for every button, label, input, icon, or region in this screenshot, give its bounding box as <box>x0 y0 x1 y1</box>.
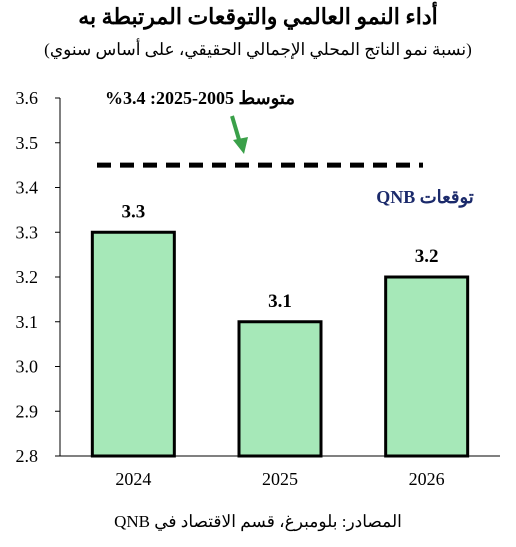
y-tick-label: 3.2 <box>16 267 39 287</box>
x-axis-categories: 2024 2025 2026 <box>115 469 444 489</box>
y-tick-label: 2.9 <box>16 401 39 421</box>
y-tick-label: 3.5 <box>16 133 39 153</box>
chart-title: أداء النمو العالمي والتوقعات المرتبطة به <box>78 4 438 29</box>
y-tick-label: 3.4 <box>16 178 39 198</box>
bar-2026 <box>384 275 470 458</box>
bar-2024 <box>90 230 176 458</box>
average-label: متوسط 2005-2025: 3.4% <box>105 88 295 109</box>
forecast-label: توقعات QNB <box>376 187 474 208</box>
value-labels: 3.3 3.1 3.2 <box>121 201 438 312</box>
x-category-2026: 2026 <box>409 469 445 489</box>
y-tick-label: 3.6 <box>16 88 39 108</box>
y-tick-label: 3.3 <box>16 222 39 242</box>
arrow-shaft <box>230 115 242 144</box>
source-note: المصادر: بلومبرغ، قسم الاقتصاد في QNB <box>114 512 402 531</box>
value-label-2026: 3.2 <box>415 246 439 267</box>
x-category-2025: 2025 <box>262 469 298 489</box>
value-label-2024: 3.3 <box>121 201 145 222</box>
bar-2025 <box>237 320 323 458</box>
down-arrow-icon <box>230 115 248 154</box>
bars <box>90 230 470 458</box>
y-tick-label: 2.8 <box>16 446 39 466</box>
arrow-head <box>233 137 248 154</box>
y-axis: 2.8 2.9 3.0 3.1 3.2 3.3 3.4 3.5 3.6 <box>16 88 500 466</box>
y-tick-label: 3.0 <box>16 357 39 377</box>
x-category-2024: 2024 <box>115 469 151 489</box>
y-tick-label: 3.1 <box>16 312 39 332</box>
value-label-2025: 3.1 <box>268 291 292 312</box>
chart-subtitle: (نسبة نمو الناتج المحلي الإجمالي الحقيقي… <box>44 40 472 59</box>
